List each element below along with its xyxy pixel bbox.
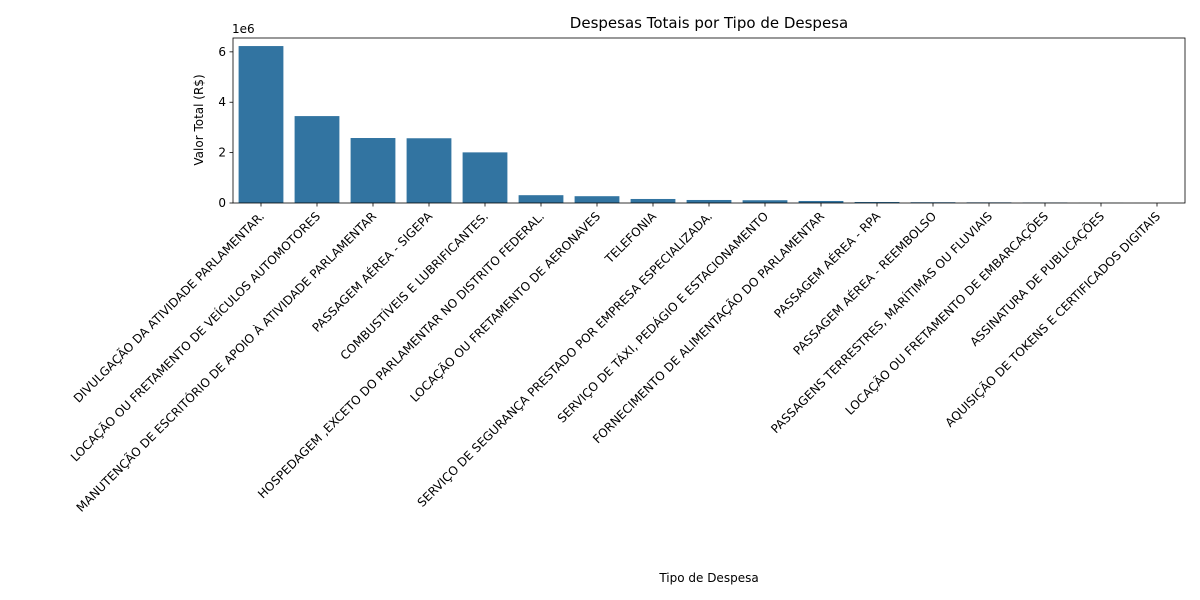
x-tick-label: TELEFONIA (602, 209, 660, 267)
bar (406, 138, 452, 203)
bar (574, 196, 620, 203)
x-axis-label: Tipo de Despesa (658, 571, 758, 585)
bar (854, 201, 900, 203)
bar (518, 195, 564, 203)
x-tick-label: SERVIÇO DE TÁXI, PEDÁGIO E ESTACIONAMENT… (554, 209, 771, 426)
x-tick-label: LOCAÇÃO OU FRETAMENTO DE EMBARCAÇÕES (842, 209, 1051, 418)
bar (462, 152, 508, 203)
bar (630, 198, 676, 203)
bar (798, 200, 844, 203)
x-tick-label: LOCAÇÃO OU FRETAMENTO DE VEÍCULOS AUTOMO… (67, 209, 323, 465)
x-tick-label: PASSAGEM AÉREA - SIGEPA (309, 208, 436, 335)
x-tick-label: LOCAÇÃO OU FRETAMENTO DE AERONAVES (407, 209, 603, 405)
y-tick-label: 2 (218, 146, 226, 160)
bar (238, 46, 284, 204)
bar (742, 200, 788, 203)
x-tick-label: AQUISIÇÃO DE TOKENS E CERTIFICADOS DIGIT… (942, 209, 1163, 430)
x-tick-label: DIVULGAÇÃO DA ATIVIDADE PARLAMENTAR. (70, 209, 267, 406)
y-tick-label: 4 (218, 95, 226, 109)
bar (294, 116, 340, 203)
y-axis-offset-text: 1e6 (232, 22, 255, 36)
x-tick-label: PASSAGEM AÉREA - RPA (771, 208, 884, 321)
plot-area: 0 2 4 6 DIVULGAÇÃO DA ATIVIDADE PARLAMENTAR.… (67, 37, 1186, 515)
bar (350, 138, 396, 203)
chart-title: Despesas Totais por Tipo de Despesa (570, 14, 848, 32)
y-axis-label: Valor Total (R$) (192, 74, 206, 165)
y-tick-label: 0 (218, 196, 226, 210)
y-tick-label: 6 (218, 45, 226, 59)
bar (686, 199, 732, 203)
